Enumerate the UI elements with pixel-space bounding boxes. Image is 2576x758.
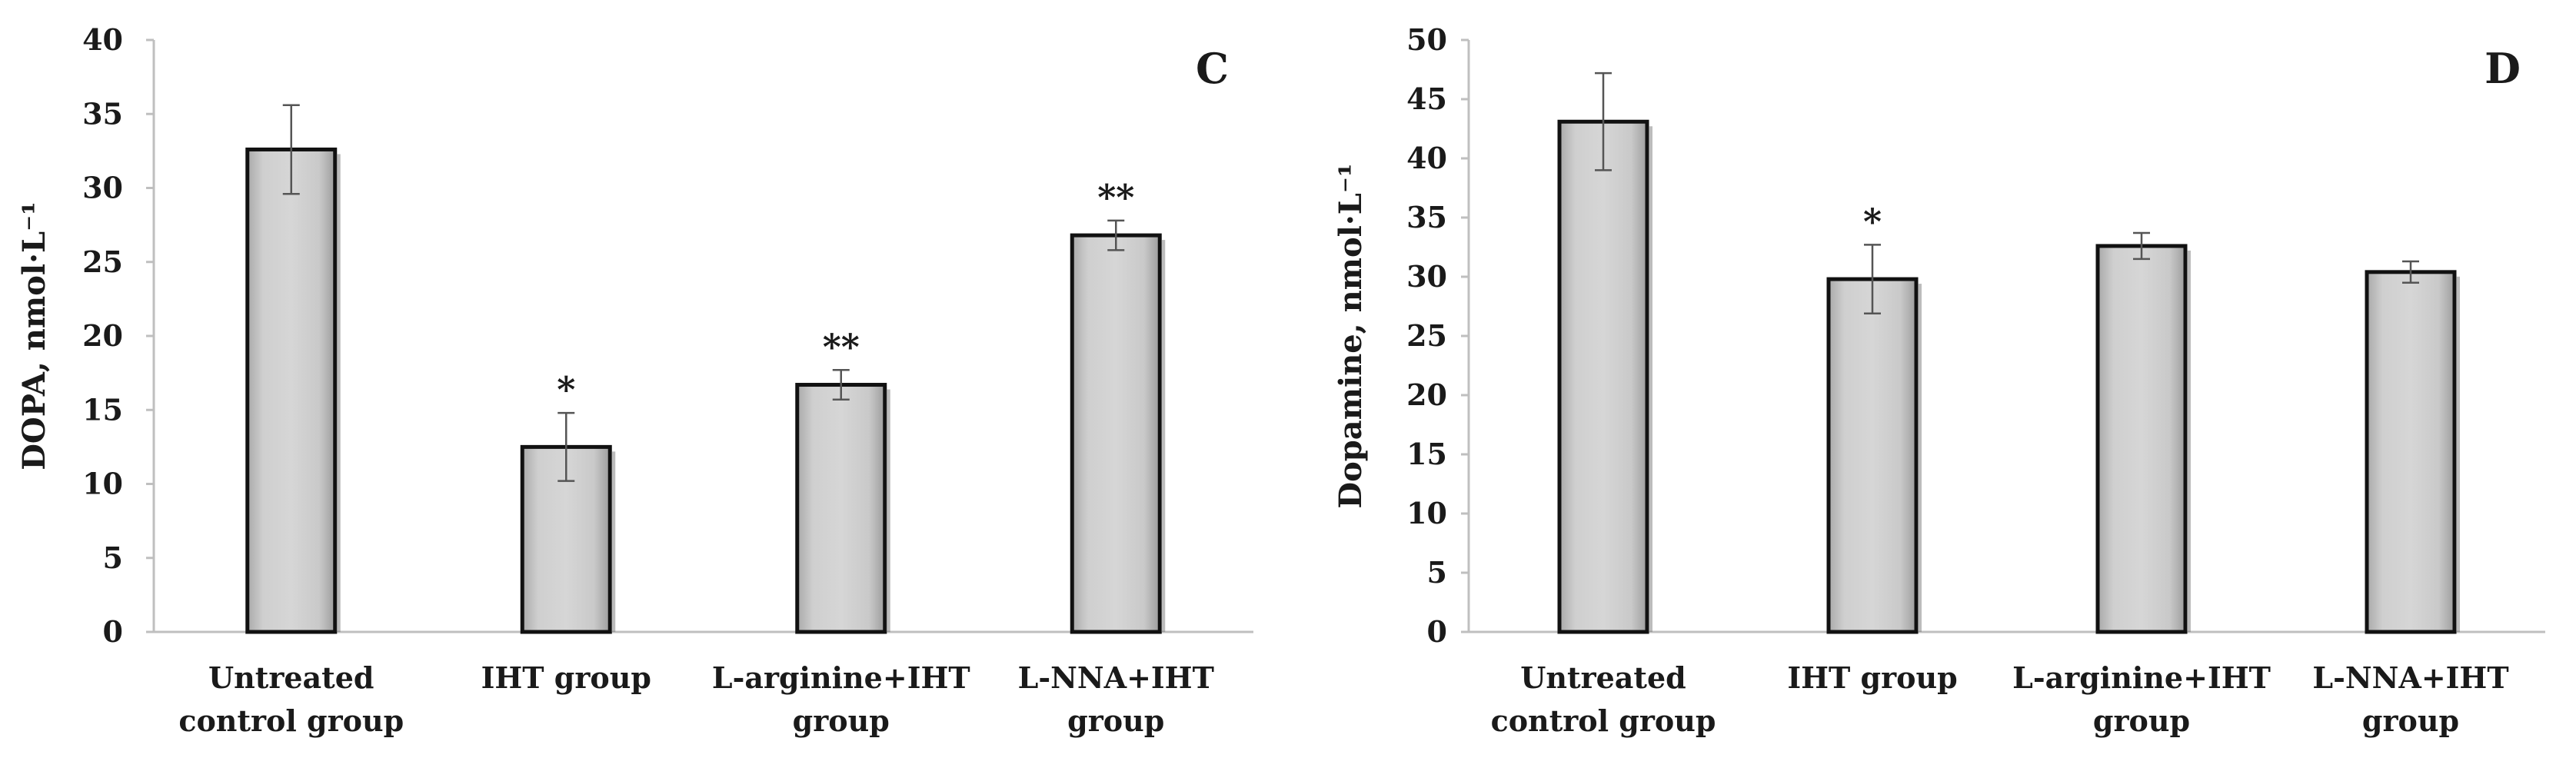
y-tick-label: 20 [1406,377,1447,412]
y-axis-title: DOPA, nmol·L⁻¹ [16,201,52,470]
category-label-line: L-arginine+IHT [2012,660,2271,695]
category-label: L-arginine+IHT group [712,660,970,738]
bar [1070,233,1162,634]
panel-label: C [1196,44,1229,93]
category-label: IHT group [1787,660,1957,695]
category-label-line: Untreated [1520,660,1686,695]
y-tick-label: 50 [1406,22,1447,57]
category-label: Untreated control group [1491,660,1716,738]
bar-shadow [886,389,890,632]
bar [2365,270,2457,634]
y-tick-label: 25 [1406,318,1447,353]
y-tick-label: 30 [1406,259,1447,294]
bar [795,383,887,634]
category-label-line: group [793,703,890,738]
bar-shadow [336,154,341,632]
category-label: Untreated control group [178,660,404,738]
bar-shadow [2187,250,2191,632]
y-axis-title: Dopamine, nmol·L⁻¹ [1333,163,1369,508]
y-tick-label: 25 [82,244,123,279]
bar [1557,119,1649,634]
category-label-line: Untreated [208,660,374,695]
y-tick-label: 5 [1427,555,1447,590]
y-tick-label: 10 [82,467,123,501]
category-label-line: L-NNA+IHT [1018,660,1214,695]
y-tick-label: 45 [1406,81,1447,116]
y-tick-label: 0 [1427,614,1447,649]
bar-shadow [611,451,616,632]
significance-marker: * [1863,201,1882,242]
category-label-line: IHT group [481,660,651,695]
category-label-line: control group [178,703,404,738]
significance-marker: ** [823,326,860,367]
bar [1826,277,1919,634]
y-tick-label: 35 [82,96,123,131]
bar [245,147,338,634]
y-tick-label: 5 [103,540,123,575]
bar-shadow [2456,276,2460,632]
category-label-line: group [2093,703,2190,738]
panel-label: D [2484,44,2521,93]
category-label-line: L-NNA+IHT [2312,660,2508,695]
bar [2095,244,2188,634]
y-tick-label: 40 [1406,141,1447,175]
y-tick-label: 0 [103,614,123,649]
bar [520,444,612,634]
bar-shadow [1161,240,1166,632]
category-label: L-arginine+IHT group [2012,660,2271,738]
chart-panel-d: 0 5 10 15 20 25 30 35 40 45 50 Dopamine, nmol·L⁻¹ D U… [1333,22,2545,738]
category-label-line: control group [1491,703,1716,738]
category-label-line: IHT group [1787,660,1957,695]
category-label-line: L-arginine+IHT [712,660,970,695]
y-tick-label: 35 [1406,200,1447,234]
y-tick-label: 15 [1406,437,1447,471]
category-label: L-NNA+IHT group [2312,660,2508,738]
bar-shadow [1918,284,1922,632]
y-tick-label: 20 [82,318,123,353]
category-label: IHT group [481,660,651,695]
chart-panel-c: 0 5 10 15 20 25 30 35 40 DOPA, nmol·L⁻¹ C Untreated… [16,22,1253,738]
bar-shadow [1649,126,1652,632]
category-label: L-NNA+IHT group [1018,660,1214,738]
y-tick-label: 30 [82,171,123,205]
category-label-line: group [2362,703,2459,738]
significance-marker: * [557,369,575,411]
significance-marker: ** [1097,177,1134,218]
y-tick-label: 40 [82,22,123,57]
category-label-line: group [1067,703,1164,738]
y-tick-label: 10 [1406,496,1447,530]
y-tick-label: 15 [82,392,123,427]
